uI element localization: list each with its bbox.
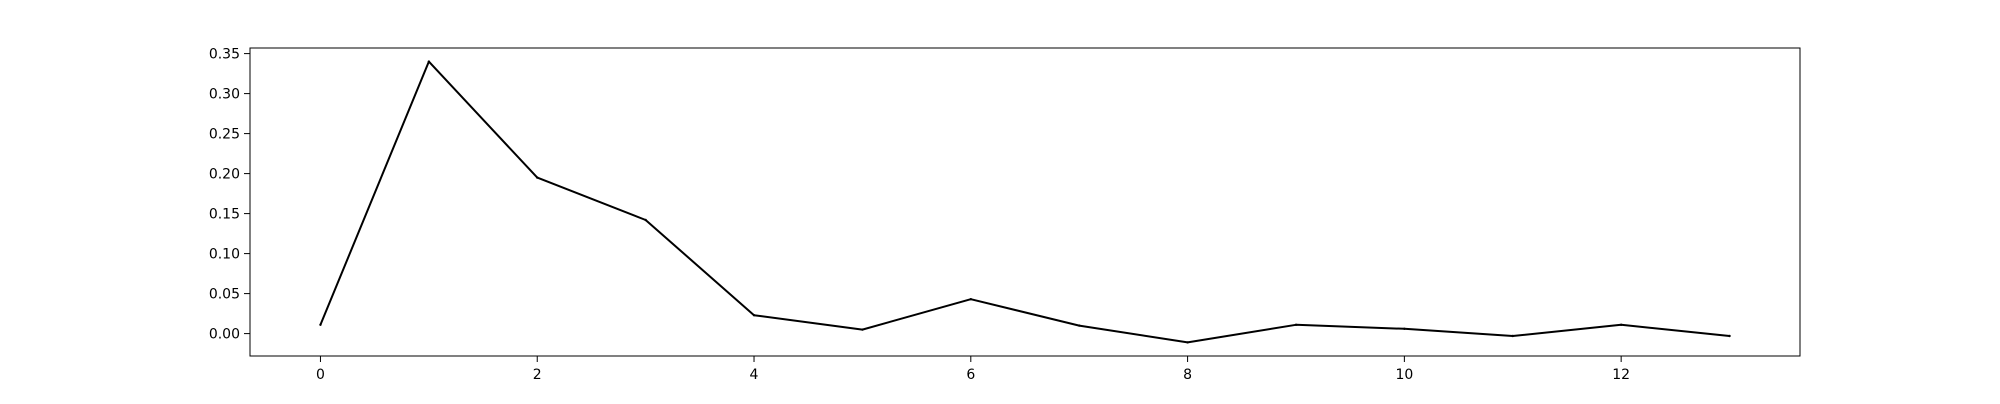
- data-point: [644, 218, 647, 222]
- data-point: [536, 176, 539, 179]
- data-point: [1728, 334, 1731, 338]
- y-axis: 0.00 0.05 0.10 0.15 0.20 0.25 0.30 0.35: [209, 47, 250, 343]
- x-tick-label: 12: [1612, 367, 1630, 383]
- y-tick-label: 0.05: [209, 287, 240, 303]
- data-point: [1619, 323, 1623, 326]
- y-tick-label: 0.00: [209, 327, 240, 343]
- y-tick-label: 0.15: [209, 207, 240, 223]
- x-tick-label: 2: [533, 367, 542, 383]
- data-point: [1511, 334, 1514, 338]
- series-line: [319, 60, 1730, 344]
- x-tick-label: 4: [750, 367, 759, 383]
- data-point: [1294, 323, 1298, 326]
- x-tick-label: 6: [966, 367, 975, 383]
- x-tick-label: 8: [1183, 367, 1192, 383]
- data-point: [1403, 327, 1406, 330]
- data-point: [752, 314, 756, 317]
- x-axis: 0 2 4 6 8 10 12: [316, 356, 1630, 383]
- data-point: [1186, 341, 1189, 344]
- y-tick-label: 0.20: [209, 167, 240, 183]
- x-tick-label: 10: [1395, 367, 1413, 383]
- plot-area-frame: [249, 47, 1801, 357]
- y-tick-label: 0.25: [209, 127, 240, 143]
- data-point: [319, 323, 322, 326]
- data-point: [969, 298, 973, 301]
- data-point: [861, 328, 864, 331]
- data-point: [427, 60, 431, 63]
- data-point: [1077, 324, 1081, 327]
- y-tick-label: 0.30: [209, 87, 240, 103]
- y-tick-label: 0.10: [209, 247, 240, 263]
- y-tick-label: 0.35: [209, 47, 240, 63]
- series-group: [319, 60, 1731, 344]
- x-tick-label: 0: [316, 367, 325, 383]
